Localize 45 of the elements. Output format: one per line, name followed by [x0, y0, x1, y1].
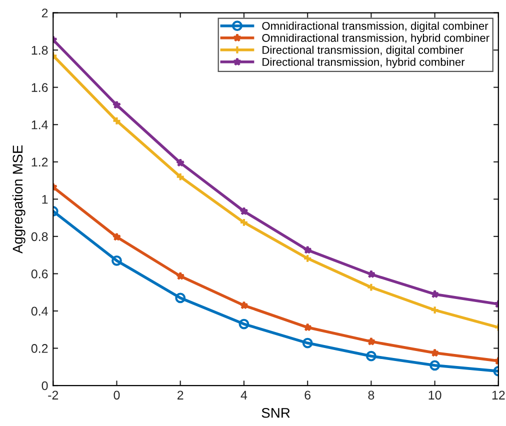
- y-tick-label: 0.2: [31, 344, 48, 353]
- point: [176, 272, 185, 280]
- point: [112, 232, 122, 241]
- y-tick-label: 1.4: [32, 120, 48, 130]
- legend-label: Omnidiractional transmission, digital combiner: [262, 22, 488, 32]
- y-tick-label: 0.4: [31, 306, 48, 316]
- x-tick-label: -2: [48, 390, 58, 400]
- legend-label: Directional transmission, hybrid combiner: [262, 58, 465, 68]
- x-tick-label: 4: [240, 390, 248, 400]
- legend-label: Omnidiractional transmission, hybrid combiner: [262, 34, 490, 44]
- point: [112, 116, 122, 126]
- y-tick-label: 1.2: [32, 158, 48, 166]
- x-tick-label: 0: [114, 390, 120, 400]
- x-tick-label: 2: [178, 390, 184, 400]
- x-tick-label: 12: [492, 390, 505, 400]
- point: [303, 246, 312, 254]
- x-tick-label: 10: [428, 390, 442, 400]
- point: [366, 270, 376, 278]
- point: [240, 300, 248, 310]
- y-tick-label: 1: [42, 195, 48, 204]
- point: [112, 255, 122, 266]
- y-axis-title: Aggregation MSE: [12, 145, 26, 254]
- point: [430, 360, 440, 371]
- x-tick-label: 6: [304, 390, 310, 400]
- point: [430, 348, 440, 357]
- x-axis-title: SNR: [262, 408, 290, 418]
- point: [366, 337, 376, 346]
- point: [176, 158, 185, 167]
- y-tick-label: 1.6: [32, 83, 48, 92]
- y-tick-label: 0.6: [31, 270, 48, 278]
- legend-label: Directional transmission, digital combiner: [262, 46, 464, 56]
- point: [366, 282, 376, 292]
- x-tick-label: 8: [368, 390, 374, 400]
- point: [112, 100, 122, 109]
- y-tick-label: 1.8: [32, 46, 48, 55]
- y-tick-label: 0.8: [31, 232, 48, 242]
- y-tick-label: 2: [42, 8, 48, 18]
- point: [240, 206, 248, 216]
- point: [303, 322, 312, 332]
- y-tick-label: 0: [42, 381, 48, 390]
- point: [175, 292, 186, 304]
- point: [176, 172, 185, 182]
- point: [302, 338, 313, 348]
- point: [238, 318, 250, 330]
- point: [366, 350, 376, 362]
